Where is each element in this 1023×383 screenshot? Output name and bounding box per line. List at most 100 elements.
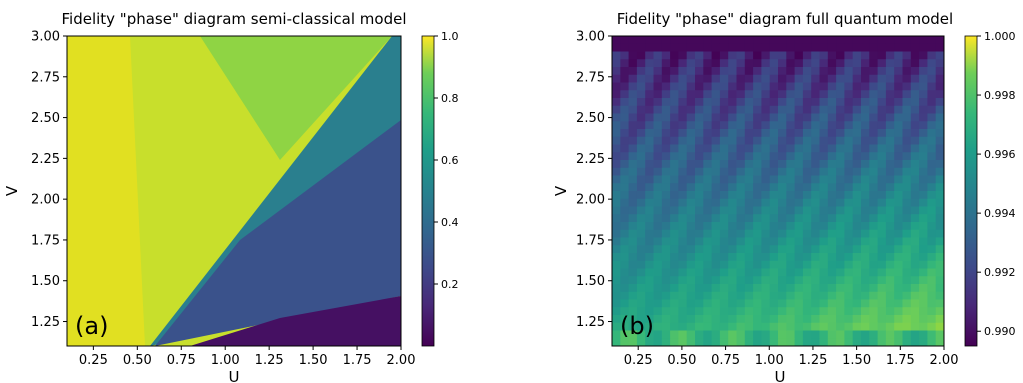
heatmap-b-cell [612,214,621,223]
heatmap-b-cell [910,268,920,277]
heatmap-b-cell [686,74,696,84]
heatmap-b-cell [811,160,821,169]
heatmap-b-cell [794,113,804,122]
heatmap-b-cell [794,214,804,223]
heatmap-b-cell [769,105,779,115]
heatmap-b-cell [678,167,688,177]
heatmap-b-cell [885,322,895,332]
heatmap-b-cell [645,299,655,308]
heatmap-b-cell [719,237,729,246]
heatmap-b-cell [877,43,887,53]
heatmap-b-cell [861,82,870,91]
heatmap-b-cell [753,59,762,68]
heatmap-b-cell [836,253,845,262]
heatmap-b-cell [678,136,688,146]
heatmap-b-cell [836,307,845,316]
heatmap-b-cell [919,82,928,91]
heatmap-b-cell [910,322,920,332]
heatmap-b-cell [802,152,812,161]
heatmap-b-cell [678,214,688,223]
heatmap-b-cell [670,338,679,346]
heatmap-b-cell [852,113,862,122]
heatmap-b-cell [877,253,887,262]
heatmap-b-cell [628,237,638,246]
heatmap-b-cell [753,144,762,153]
heatmap-b-cell [869,322,879,332]
heatmap-b-cell [786,136,796,146]
heatmap-b-cell [861,43,870,53]
heatmap-b-cell [869,167,879,177]
heatmap-b-cell [612,222,621,231]
heatmap-b-cell [769,167,779,177]
heatmap-b-cell [811,59,821,68]
heatmap-b-cell [686,175,696,184]
heatmap-b-cell [686,299,696,308]
heatmap-b-cell [678,43,688,53]
heatmap-b-cell [861,338,870,346]
heatmap-b-cell [844,82,854,91]
heatmap-b-cell [861,121,870,130]
heatmap-b-cell [819,105,829,115]
x-ticks-b: 0.25 0.50 0.75 1.00 1.25 1.50 1.75 2.00 [624,346,958,368]
heatmap-b-cell [811,260,821,270]
heatmap-b-cell [653,245,663,254]
heatmap-b-cell [819,299,829,308]
heatmap-b-cell [836,67,845,76]
heatmap-b-cell [827,291,837,301]
heatmap-b-cell [819,237,829,246]
heatmap-b-cell [910,59,920,68]
heatmap-b-cell [869,129,879,138]
heatmap-b-cell [927,160,937,169]
heatmap-b-cell [695,276,704,285]
heatmap-b-cell [877,175,887,184]
heatmap-b-cell [786,338,796,346]
heatmap-b-cell [869,214,879,223]
heatmap-b-cell [695,160,704,169]
heatmap-b-cell [620,284,630,293]
heatmap-b-cell [919,268,928,277]
heatmap-b-cell [844,222,854,231]
heatmap-b-cell [852,136,862,146]
heatmap-b-cell [695,121,704,130]
heatmap-b-cell [719,59,729,68]
heatmap-b-cell [695,36,704,45]
heatmap-b-cell [869,330,879,339]
heatmap-b-cell [761,222,771,231]
heatmap-b-cell [769,191,779,200]
heatmap-b-cell [902,198,912,208]
heatmap-b-cell [612,167,621,177]
heatmap-b-cell [786,229,796,239]
heatmap-b-cell [719,299,729,308]
heatmap-b-cell [786,121,796,130]
heatmap-b-cell [877,245,887,254]
heatmap-b-cell [736,74,746,84]
heatmap-b-cell [636,121,646,130]
heatmap-b-cell [836,198,845,208]
heatmap-b-cell [778,315,787,324]
heatmap-b-cell [852,222,862,231]
heatmap-b-cell [852,36,862,45]
colorbar-tick-label: 0.998 [984,89,1016,102]
heatmap-b-cell [844,291,854,301]
heatmap-b-cell [736,315,746,324]
heatmap-b-cell [836,291,845,301]
heatmap-b-cell [678,74,688,84]
heatmap-b-cell [877,229,887,239]
heatmap-b-cell [836,98,845,107]
heatmap-b-cell [719,121,729,130]
heatmap-b-cell [794,198,804,208]
heatmap-b-cell [628,43,638,53]
heatmap-b-cell [869,229,879,239]
heatmap-b-cell [877,338,887,346]
heatmap-b-cell [620,307,630,316]
heatmap-b-cell [902,175,912,184]
heatmap-b-cell [769,43,779,53]
heatmap-b-cell [927,51,937,60]
heatmap-b-cell [811,36,821,45]
heatmap-b-cell [935,315,944,324]
heatmap-b-cell [703,276,713,285]
heatmap-b-cell [778,330,787,339]
heatmap-b-cell [653,59,663,68]
heatmap-b-cell [612,237,621,246]
heatmap-b-cell [653,307,663,316]
